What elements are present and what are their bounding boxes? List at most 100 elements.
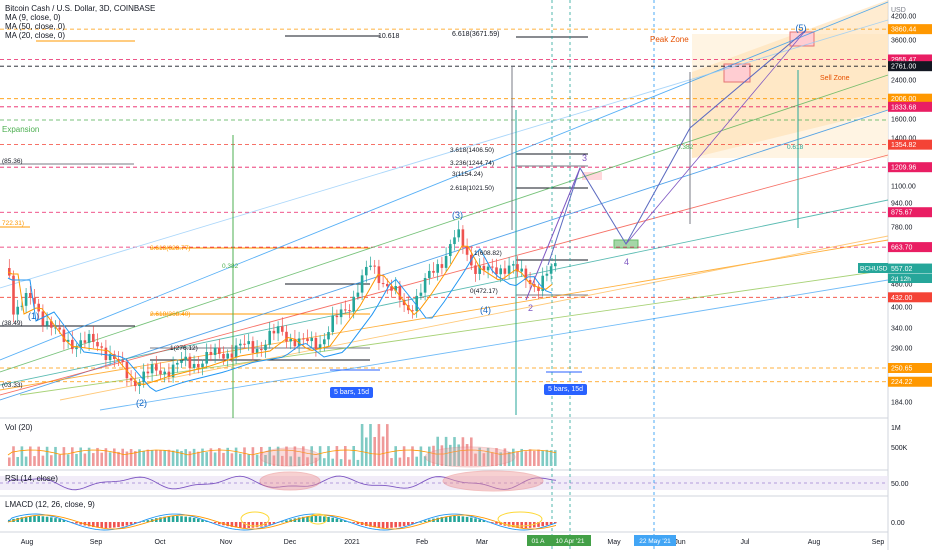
macd-signal-line [7,514,557,530]
macd-cross-ellipse [497,511,543,527]
volume-bar [159,450,162,466]
macd-hist-bar [113,522,116,528]
trend-channel-line [59,235,889,401]
macd-hist-bar [176,516,179,522]
ma20-label[interactable]: MA (20, close, 0) [5,31,66,40]
rsi-line [7,475,557,491]
price-tag [888,24,932,35]
macd-hist-bar [449,516,452,522]
date-highlight [527,535,549,546]
macd-hist-bar [108,522,112,528]
macd-hist-bar [50,517,53,522]
price-axis-tick: 1400.00 [891,136,916,143]
price-axis-tick: 1600.00 [891,117,916,124]
volume-bar [281,455,284,466]
macd-hist-bar [331,517,334,522]
price-tag-label: 2955.47 [891,57,916,64]
candle-body [66,339,70,342]
candle-body [331,315,334,333]
candle-body [457,229,460,238]
candle-body [54,327,57,329]
candle-body [537,286,540,291]
volume-bar [394,446,397,466]
candle-body [205,351,208,364]
candle-body [192,363,196,368]
macd-hist-bar [306,516,309,522]
price-tag [888,292,932,303]
macd-hist-bar [201,519,204,522]
macd-hist-bar [184,516,187,522]
macd-hist-bar [461,516,465,522]
date-highlight-2 [549,535,591,546]
trend-channel-line [0,74,889,373]
candle-body [541,275,544,291]
volume-pane-label[interactable]: Vol (20) [5,423,33,432]
candle-body [289,338,292,342]
ma50-label[interactable]: MA (50, close, 0) [5,22,66,31]
candle-body [150,364,154,374]
candle-body [243,343,246,345]
candle-body [356,292,360,297]
candle-body [449,244,452,257]
candle-body [251,341,255,353]
ma-line [7,245,553,386]
candle-body [167,371,171,378]
candle-body [335,315,339,318]
candle-body [360,275,364,293]
macd-pane-label[interactable]: LMACD (12, 26, close, 9) [5,500,95,509]
wave-label: (4) [480,305,491,315]
macd-hist-bar [281,521,284,523]
macd-tick: 0.00 [891,520,905,527]
price-axis-tick: 3600.00 [891,38,916,45]
peak-zone-label: Peak Zone [650,35,689,44]
volume-bar [205,452,208,466]
macd-hist-bar [24,516,28,522]
volume-bar [268,446,271,466]
candle-body [234,345,238,358]
volume-bar [344,446,347,466]
fib-label: 2.618(368.40) [150,311,190,318]
volume-bar [537,449,540,466]
wave-label: 4 [624,257,629,267]
rsi-pane-label[interactable]: RSI (14, close) [5,474,58,483]
wave-label: 3 [582,153,587,163]
bars-range-left-badge: 5 bars, 15d [330,387,374,398]
volume-bar [226,447,229,466]
fib-label: 3.618(628.77) [150,245,190,252]
volume-bar [554,450,557,466]
volume-bar [66,454,70,466]
candle-body [75,347,78,350]
volume-bar [142,450,145,466]
price-tag [888,101,932,112]
ma9-label[interactable]: MA (9, close, 0) [5,13,61,22]
macd-hist-bar [537,522,540,527]
candle-body [453,237,456,245]
trend-channel-line [0,1,889,361]
candle-body [188,356,192,368]
candle-body [45,321,49,326]
candle-body [554,263,557,267]
macd-hist-bar [239,522,242,528]
volume-bar [20,446,24,466]
price-tag-label: 2761.00 [891,64,916,71]
macd-hist-bar [62,520,66,522]
macd-hist-bar [482,520,486,522]
candle-body [436,264,439,273]
candle-body [516,264,519,272]
volume-bar [29,446,32,466]
price-tag [888,263,932,274]
volume-bar [407,457,410,466]
volume-bar [549,450,553,466]
macd-hist-bar [541,522,544,527]
fib-label: 2.618(1021.50) [450,185,494,192]
time-axis-label: Nov [220,539,233,546]
volume-bar [302,446,305,466]
candle-body [264,344,267,351]
volume-bar [12,446,15,466]
volume-bar [524,451,528,466]
macd-hist-bar [474,518,477,522]
candle-body [134,380,137,387]
volume-bar [188,451,192,466]
